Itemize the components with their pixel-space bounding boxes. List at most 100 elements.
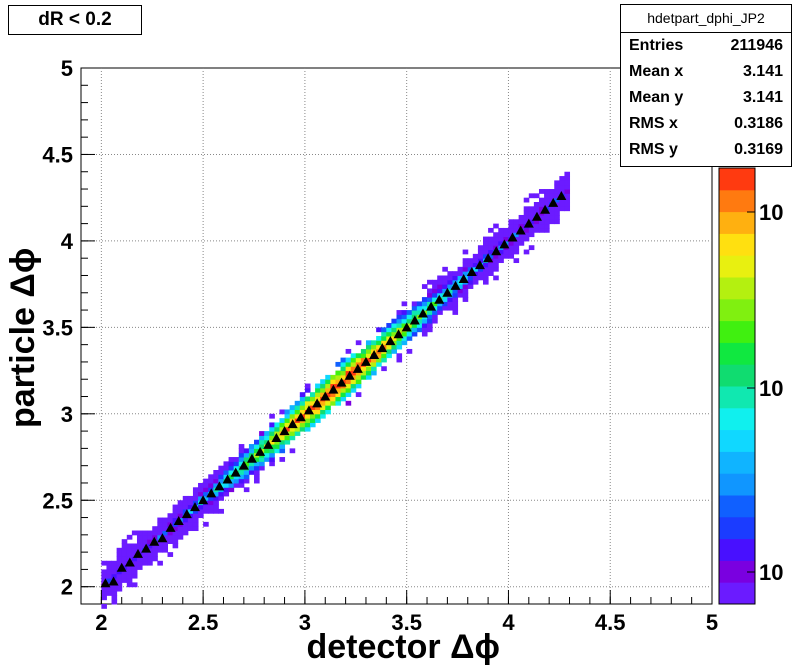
heatmap-cell <box>355 361 362 367</box>
palette-bin <box>719 364 755 387</box>
heatmap-cell <box>360 374 367 380</box>
heatmap-cell <box>172 526 179 532</box>
heatmap-cell <box>320 383 326 389</box>
heatmap-cell <box>523 232 530 238</box>
heatmap-cell <box>533 206 540 212</box>
heatmap-cell <box>416 323 423 328</box>
heatmap-cell <box>488 236 494 242</box>
heatmap-cell <box>182 530 189 536</box>
heatmap-cell <box>554 193 560 199</box>
heatmap-cell <box>406 331 413 337</box>
heatmap-cell <box>554 214 560 220</box>
heatmap-cell <box>365 374 372 380</box>
heatmap-cell <box>559 189 565 194</box>
heatmap-cell <box>401 331 408 337</box>
heatmap-cell <box>213 504 219 510</box>
heatmap-cell <box>381 327 387 333</box>
heatmap-cell <box>269 444 275 449</box>
heatmap-cell <box>177 534 184 540</box>
heatmap-cell <box>462 271 469 276</box>
heatmap-cell <box>269 435 275 441</box>
heatmap-cell <box>386 344 392 350</box>
heatmap-cell <box>498 258 504 264</box>
heatmap-cell <box>345 361 352 367</box>
heatmap-cell <box>411 310 418 315</box>
heatmap-cell <box>157 560 163 566</box>
heatmap-cell <box>187 517 194 523</box>
heatmap-cell <box>330 379 336 385</box>
y-tick-label: 3 <box>61 402 73 427</box>
y-axis-label: particle Δϕ <box>4 248 42 428</box>
heatmap-cell <box>421 327 428 333</box>
heatmap-cell <box>325 387 331 393</box>
heatmap-cell <box>538 214 545 220</box>
heatmap-cell <box>315 396 321 402</box>
profile-marker <box>271 433 282 443</box>
profile-marker <box>124 557 135 567</box>
heatmap-cell <box>254 465 260 471</box>
heatmap-cell <box>248 444 255 449</box>
heatmap-cell <box>192 526 199 532</box>
heatmap-cell <box>508 240 515 246</box>
heatmap-cell <box>406 314 413 320</box>
heatmap-cell <box>549 214 555 220</box>
stats-row-entries: Entries 211946 <box>621 33 791 59</box>
heatmap-cell <box>289 431 296 436</box>
heatmap-cell <box>503 227 509 233</box>
heatmap-cell <box>508 249 515 255</box>
heatmap-cell <box>121 560 128 566</box>
heatmap-cell <box>549 193 555 199</box>
heatmap-cell <box>345 348 352 354</box>
heatmap-cell <box>533 227 540 233</box>
heatmap-cell <box>254 457 260 462</box>
heatmap-cell <box>294 431 301 436</box>
heatmap-cell <box>421 305 428 311</box>
heatmap-cell <box>101 595 107 601</box>
heatmap-cell <box>325 405 331 410</box>
heatmap-cell <box>208 500 214 506</box>
heatmap-cell <box>299 396 306 402</box>
heatmap-cell <box>162 521 169 527</box>
heatmap-cell <box>299 426 306 432</box>
stats-box: hdetpart_dphi_JP2 Entries 211946 Mean x … <box>620 4 792 167</box>
heatmap-cell <box>564 197 571 203</box>
heatmap-cell <box>228 465 235 471</box>
heatmap-cell <box>208 482 214 488</box>
heatmap-cell <box>177 530 184 536</box>
heatmap-cell <box>279 444 286 449</box>
heatmap-cell <box>406 348 413 354</box>
heatmap-cell <box>121 552 128 557</box>
y-tick-label: 5 <box>61 56 73 81</box>
heatmap-cell <box>401 336 408 341</box>
heatmap-cell <box>136 530 143 536</box>
heatmap-cell <box>136 560 143 566</box>
heatmap-cell <box>213 491 219 497</box>
heatmap-cell <box>554 219 560 225</box>
profile-marker <box>548 197 559 207</box>
heatmap-cell <box>106 565 113 570</box>
heatmap-cell <box>335 396 342 402</box>
profile-marker <box>426 301 437 311</box>
heatmap-cell <box>350 379 357 385</box>
heatmap-cell <box>396 353 403 359</box>
palette-bin <box>719 189 755 213</box>
profile-marker <box>385 336 396 346</box>
heatmap-cell <box>340 361 347 367</box>
heatmap-cell <box>243 487 250 493</box>
profile-marker <box>417 308 428 318</box>
heatmap-cell <box>559 176 565 181</box>
profile-marker <box>246 453 257 463</box>
palette-bin <box>719 211 755 234</box>
heatmap-cell <box>528 219 535 225</box>
heatmap-cell <box>248 461 255 467</box>
heatmap-cell <box>401 314 408 320</box>
heatmap-cell <box>198 508 204 514</box>
heatmap-cell <box>213 482 219 488</box>
heatmap-cell <box>533 223 540 229</box>
heatmap-cell <box>559 197 565 203</box>
palette-bin <box>719 255 755 278</box>
heatmap-cell <box>554 202 560 207</box>
heatmap-cell <box>493 266 499 272</box>
heatmap-cell <box>421 297 428 302</box>
y-tick-label: 3.5 <box>42 315 73 340</box>
